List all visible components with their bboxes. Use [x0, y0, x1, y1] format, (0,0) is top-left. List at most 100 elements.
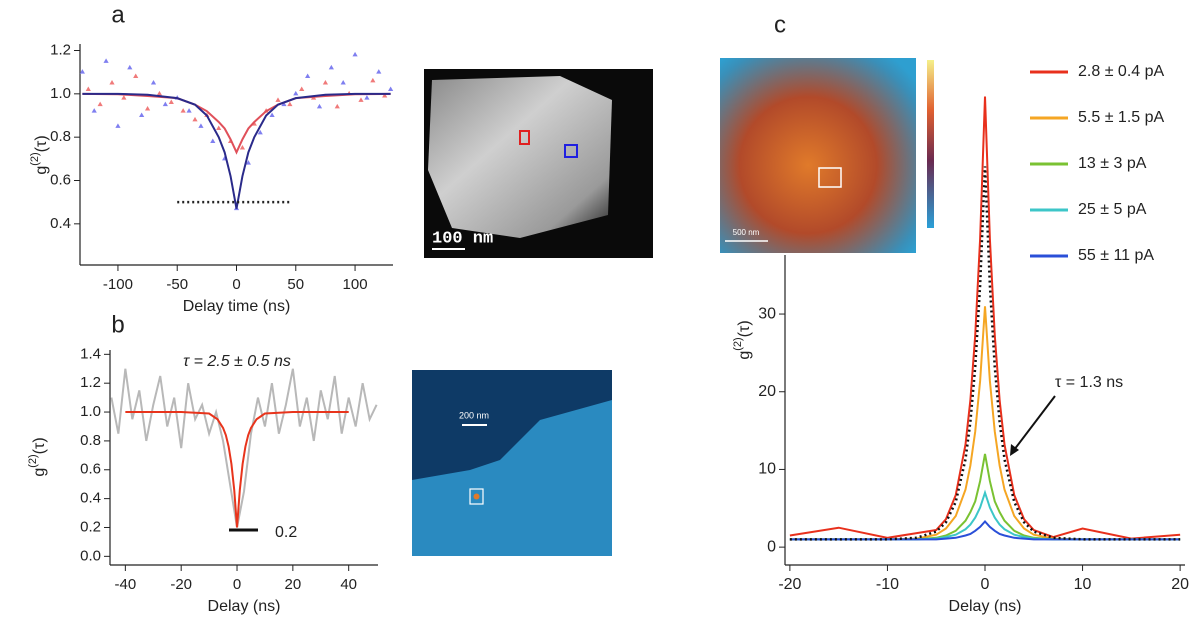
series-line: [789, 489, 1181, 541]
data-point: [364, 95, 370, 100]
data-point: [168, 99, 174, 104]
data-point: [352, 51, 358, 57]
data-point: [281, 101, 287, 107]
annotation: 0.2: [275, 524, 297, 541]
y-tick-label: 0.8: [80, 432, 101, 449]
marker: [564, 144, 578, 158]
y-tick-label: 0: [767, 538, 776, 555]
y-tick-label: 20: [758, 383, 776, 400]
data-point: [139, 112, 145, 117]
data-point: [103, 58, 109, 63]
data-point: [299, 86, 305, 91]
x-axis-label: Delay (ns): [208, 598, 281, 615]
data-point: [322, 80, 329, 85]
x-tick-label: 20: [285, 576, 302, 593]
data-point: [91, 108, 97, 113]
data-point: [382, 93, 388, 98]
x-tick-label: -10: [876, 576, 899, 593]
colorbar: [927, 60, 934, 228]
x-axis-label: Delay time (ns): [183, 298, 291, 315]
y-tick-label: 1.0: [50, 85, 71, 102]
data-point: [79, 69, 85, 74]
dark-region: [412, 370, 612, 480]
data-point: [216, 125, 222, 130]
data-point: [257, 129, 263, 135]
data-point: [245, 160, 251, 165]
data-point: [328, 64, 334, 70]
data-point: [269, 112, 275, 117]
x-tick-label: -100: [103, 276, 133, 293]
scale-label: 200 nm: [459, 410, 489, 420]
marker: [469, 488, 484, 505]
x-tick-label: 40: [340, 576, 357, 593]
data-point: [358, 97, 364, 102]
data-point: [388, 86, 394, 91]
y-axis-label-part: g: [736, 351, 753, 360]
y-tick-label: 1.2: [80, 374, 101, 391]
marker: [519, 130, 530, 145]
data-point: [305, 73, 311, 78]
x-tick-label: 100: [343, 276, 368, 293]
data-point: [192, 116, 198, 122]
data-point: [210, 138, 216, 143]
data-point: [156, 90, 163, 96]
data-point: [293, 90, 299, 96]
series-line: [82, 92, 391, 155]
x-tick-label: 0: [981, 576, 990, 593]
arrow: [1013, 395, 1056, 451]
y-axis-label: g(2)(τ): [27, 437, 48, 476]
y-axis-label-part: (τ): [33, 135, 50, 152]
legend-label: 25 ± 5 pA: [1078, 201, 1147, 218]
data-point: [144, 106, 151, 111]
y-tick-label: 1.4: [80, 345, 101, 362]
y-axis-label-part: g: [31, 468, 48, 477]
x-tick-label: -40: [115, 576, 137, 593]
y-axis-label-part: (2): [29, 152, 41, 165]
legend-label: 55 ± 11 pA: [1078, 247, 1154, 264]
y-tick-label: 10: [758, 461, 776, 478]
data-point: [150, 80, 157, 85]
x-tick-label: -20: [170, 576, 192, 593]
panel-label: b: [111, 311, 124, 338]
x-tick-label: -20: [778, 576, 801, 593]
x-tick-label: 0: [233, 576, 241, 593]
y-axis-label-part: (2): [732, 337, 744, 350]
y-tick-label: 1.2: [50, 41, 71, 58]
data-point: [133, 73, 139, 78]
y-axis-label-part: g: [33, 166, 50, 175]
marker: [818, 167, 842, 188]
arrow-head: [1010, 444, 1019, 456]
emitter: [473, 493, 480, 500]
data-point: [340, 80, 346, 85]
data-point: [198, 123, 204, 128]
x-axis-label: Delay (ns): [949, 598, 1022, 615]
scale-label: 500 nm: [733, 228, 760, 237]
particle: [428, 76, 612, 238]
y-tick-label: 0.4: [80, 490, 101, 507]
y-tick-label: 0.6: [50, 171, 71, 188]
annotation: τ = 2.5 ± 0.5 ns: [183, 353, 291, 370]
annotation: τ = 1.3 ns: [1055, 374, 1123, 391]
y-tick-label: 30: [758, 305, 776, 322]
series-line: [82, 92, 391, 209]
series-line: [789, 519, 1181, 541]
y-axis-label-part: (2): [27, 454, 39, 467]
data-point: [370, 77, 376, 83]
y-axis-label: g(2)(τ): [29, 135, 50, 174]
scale-label: 100 nm: [432, 229, 493, 248]
legend-label: 5.5 ± 1.5 pA: [1078, 109, 1165, 126]
x-tick-label: 0: [232, 276, 240, 293]
series-line: [110, 368, 378, 528]
data-point: [121, 95, 127, 100]
x-tick-label: 50: [287, 276, 304, 293]
y-tick-label: 1.0: [80, 403, 101, 420]
data-point: [109, 80, 115, 85]
legend-label: 13 ± 3 pA: [1078, 155, 1147, 172]
y-tick-label: 0.2: [80, 518, 101, 535]
y-axis-label-part: (τ): [31, 437, 48, 454]
data-point: [97, 101, 103, 107]
data-point: [180, 108, 186, 113]
data-point: [376, 69, 382, 74]
data-point: [275, 97, 281, 102]
